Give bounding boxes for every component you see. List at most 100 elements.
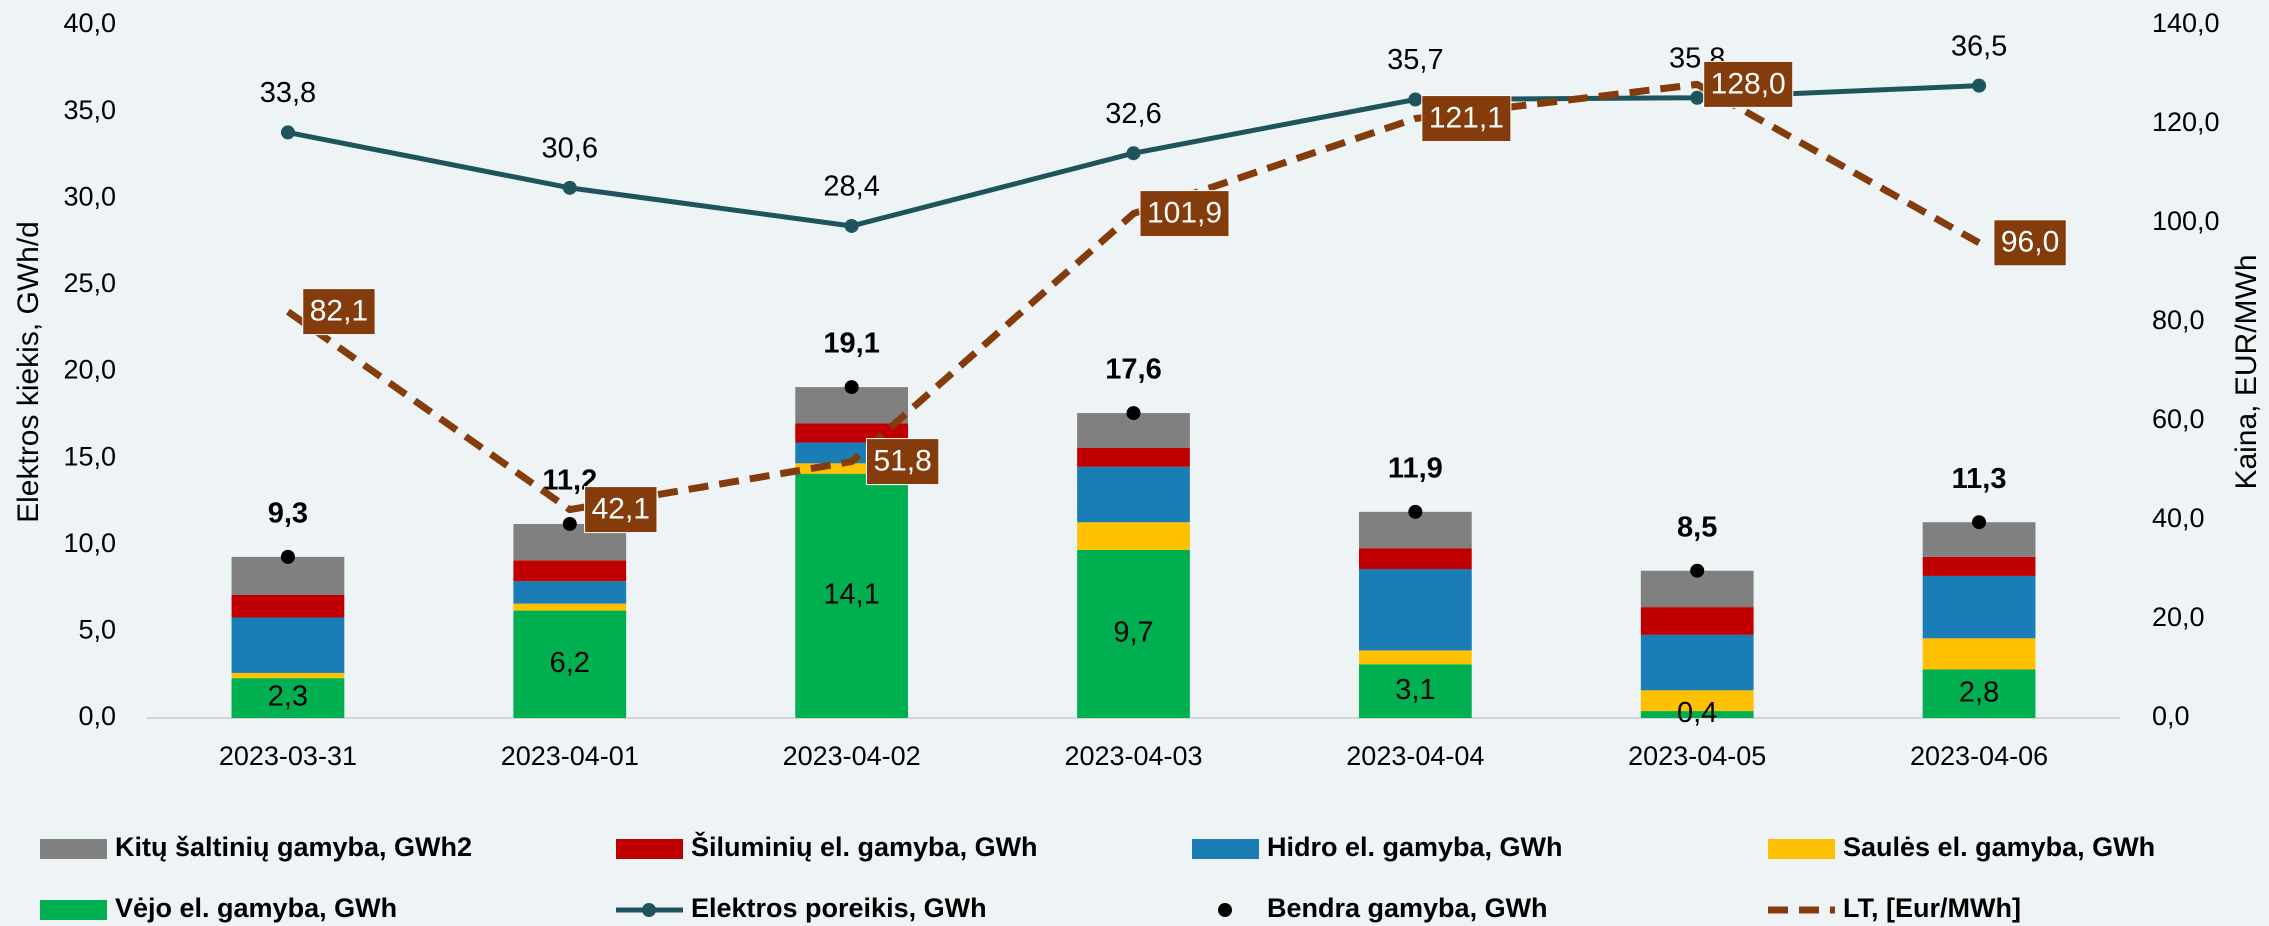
bar-segment	[513, 581, 627, 604]
y-tick-label: 30,0	[63, 181, 116, 211]
bar-value-label: 2,8	[1959, 676, 1999, 708]
x-tick-label: 2023-03-31	[219, 741, 357, 771]
bar-value-label: 3,1	[1395, 674, 1435, 706]
bar-segment	[231, 617, 345, 673]
price-label-box	[302, 288, 376, 336]
y2-tick-label: 120,0	[2152, 107, 2220, 137]
legend-item: Kitų šaltinių gamyba, GWh2	[40, 832, 472, 862]
x-tick-label: 2023-04-04	[1346, 741, 1484, 771]
x-tick-label: 2023-04-02	[783, 741, 921, 771]
legend-label: Hidro el. gamyba, GWh	[1267, 832, 1563, 862]
bar-segment	[513, 603, 627, 611]
demand-value-label: 33,8	[260, 77, 316, 109]
bar-value-label: 0,4	[1677, 697, 1717, 729]
y2-tick-label: 100,0	[2152, 206, 2220, 236]
legend-item: LT, [Eur/MWh]	[1768, 893, 2021, 923]
legend-item: Vėjo el. gamyba, GWh	[40, 893, 397, 923]
y-tick-label: 35,0	[63, 95, 116, 125]
bar-segment	[1358, 569, 1472, 651]
bar-segment	[1922, 556, 2036, 576]
price-value-label: 42,1	[592, 493, 650, 526]
legend-label: Šiluminių el. gamyba, GWh	[691, 831, 1038, 862]
x-tick-label: 2023-04-03	[1064, 741, 1202, 771]
total-value-label: 8,5	[1677, 511, 1717, 543]
bar-segment	[1358, 548, 1472, 570]
bar-segment	[1640, 690, 1754, 712]
price-value-label: 82,1	[310, 295, 368, 328]
demand-marker	[280, 125, 295, 140]
bar-segment	[1640, 607, 1754, 635]
bar-segment	[1640, 711, 1754, 718]
legend-swatch-marker	[642, 903, 656, 917]
bar-segment	[1077, 466, 1190, 523]
total-marker	[280, 549, 295, 564]
y2-axis-label: Kaina, EUR/MWh	[2230, 254, 2263, 489]
demand-marker	[1690, 90, 1705, 105]
total-value-label: 19,1	[823, 328, 879, 360]
price-label-box	[584, 486, 658, 534]
legend-label: Elektros poreikis, GWh	[691, 893, 987, 923]
demand-marker	[1972, 78, 1987, 93]
y2-tick-label: 60,0	[2152, 404, 2205, 434]
demand-value-label: 36,5	[1951, 30, 2007, 62]
y2-tick-label: 40,0	[2152, 503, 2205, 533]
y2-tick-label: 0,0	[2152, 701, 2190, 731]
x-tick-label: 2023-04-05	[1628, 741, 1766, 771]
demand-value-label: 32,6	[1105, 98, 1161, 130]
legend-label: Kitų šaltinių gamyba, GWh2	[115, 832, 472, 862]
price-value-label: 101,9	[1147, 197, 1222, 230]
bar-segment	[231, 678, 345, 718]
legend-label: Bendra gamyba, GWh	[1267, 893, 1548, 923]
price-value-label: 128,0	[1711, 67, 1786, 100]
price-label-box	[1703, 60, 1794, 108]
y-tick-label: 10,0	[63, 528, 116, 558]
bar-segment	[1922, 575, 2036, 639]
bar-segment	[1077, 447, 1190, 467]
bar-segment	[1358, 650, 1472, 665]
total-value-label: 11,3	[1952, 463, 2007, 495]
demand-marker	[1126, 146, 1141, 161]
demand-marker	[1408, 92, 1423, 107]
total-value-label: 17,6	[1105, 354, 1161, 386]
demand-value-label: 35,7	[1387, 44, 1443, 76]
bar-value-label: 9,7	[1113, 617, 1153, 649]
demand-value-label: 28,4	[823, 171, 879, 203]
bar-segment	[1922, 638, 2036, 670]
bar-segment	[795, 463, 909, 474]
total-value-label: 9,3	[268, 498, 308, 530]
bar-segment	[1358, 664, 1472, 718]
price-value-label: 121,1	[1429, 101, 1504, 134]
total-marker	[1126, 406, 1141, 421]
bar-value-label: 14,1	[823, 579, 879, 611]
price-line	[285, 80, 1981, 514]
legend-label: Saulės el. gamyba, GWh	[1843, 832, 2155, 862]
y-tick-label: 0,0	[78, 701, 116, 731]
legend-label: LT, [Eur/MWh]	[1843, 893, 2021, 923]
x-tick-label: 2023-04-01	[501, 741, 639, 771]
total-marker	[1408, 504, 1423, 519]
price-label-box	[1993, 219, 2067, 267]
legend-swatch	[40, 900, 107, 920]
bar-segment	[1077, 522, 1190, 550]
legend-swatch	[1218, 903, 1232, 917]
legend-swatch	[40, 839, 107, 859]
demand-marker	[844, 218, 859, 233]
bar-segment	[795, 473, 909, 718]
demand-marker	[562, 180, 577, 195]
y2-tick-label: 20,0	[2152, 602, 2205, 632]
y-tick-label: 20,0	[63, 355, 116, 385]
y-tick-label: 40,0	[63, 8, 116, 38]
y-tick-label: 15,0	[63, 441, 116, 471]
bar-segment	[231, 594, 345, 618]
legend-label: Vėjo el. gamyba, GWh	[115, 893, 397, 923]
legend-swatch	[1768, 839, 1835, 859]
y2-tick-label: 80,0	[2152, 305, 2205, 335]
total-value-label: 11,9	[1388, 452, 1443, 484]
bar-segment	[513, 560, 627, 582]
y-axis-label: Elektros kiekis, GWh/d	[12, 221, 45, 523]
price-value-label: 51,8	[873, 445, 931, 478]
bar-value-label: 6,2	[550, 647, 590, 679]
y-tick-label: 25,0	[63, 268, 116, 298]
y-tick-label: 5,0	[78, 615, 116, 645]
